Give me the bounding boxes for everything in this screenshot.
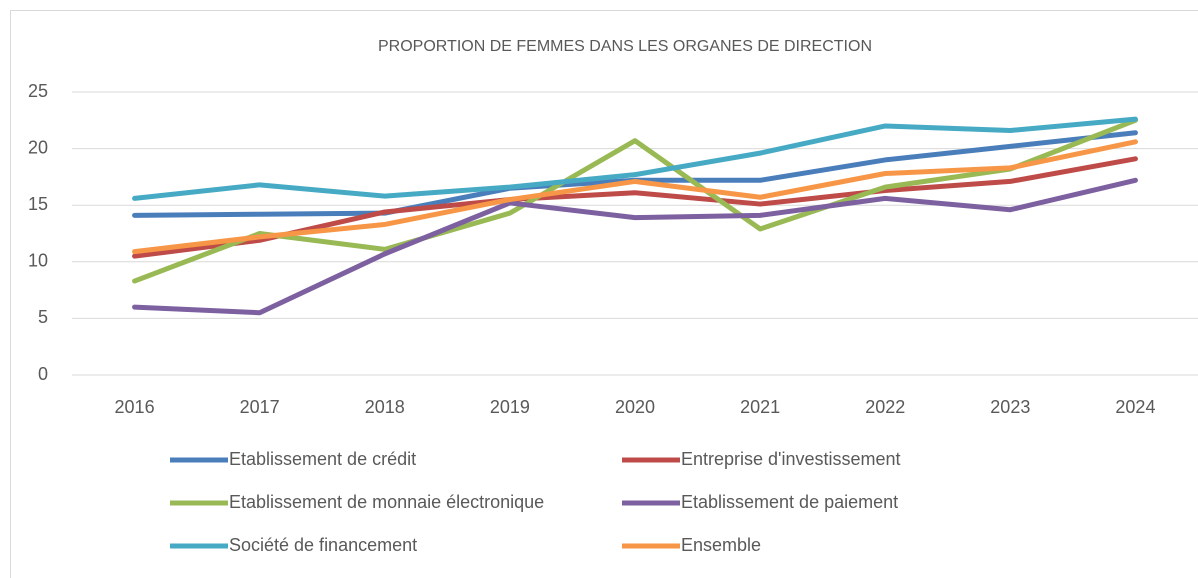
y-tick-label: 15 — [28, 194, 48, 214]
series-line — [132, 117, 1138, 284]
x-tick-label: 2017 — [240, 397, 280, 417]
x-tick-label: 2024 — [1115, 397, 1155, 417]
chart-frame — [10, 10, 1198, 578]
legend-label: Entreprise d'investissement — [681, 449, 901, 469]
x-tick-label: 2020 — [615, 397, 655, 417]
legend-label: Etablissement de monnaie électronique — [229, 492, 544, 512]
x-tick-label: 2021 — [740, 397, 780, 417]
series-line — [132, 139, 1138, 255]
x-tick-label: 2023 — [990, 397, 1030, 417]
y-tick-label: 10 — [28, 251, 48, 271]
legend-label: Etablissement de crédit — [229, 449, 416, 469]
x-tick-label: 2016 — [115, 397, 155, 417]
y-tick-label: 25 — [28, 81, 48, 101]
x-tick-label: 2022 — [865, 397, 905, 417]
x-tick-label: 2019 — [490, 397, 530, 417]
y-tick-label: 5 — [38, 307, 48, 327]
chart-title: PROPORTION DE FEMMES DANS LES ORGANES DE… — [378, 38, 872, 55]
legend-label: Société de financement — [229, 535, 417, 555]
legend-label: Etablissement de paiement — [681, 492, 898, 512]
series-line — [132, 177, 1138, 316]
y-tick-label: 0 — [38, 364, 48, 384]
series-line — [132, 116, 1138, 201]
x-tick-label: 2018 — [365, 397, 405, 417]
legend-label: Ensemble — [681, 535, 761, 555]
y-tick-label: 20 — [28, 137, 48, 157]
